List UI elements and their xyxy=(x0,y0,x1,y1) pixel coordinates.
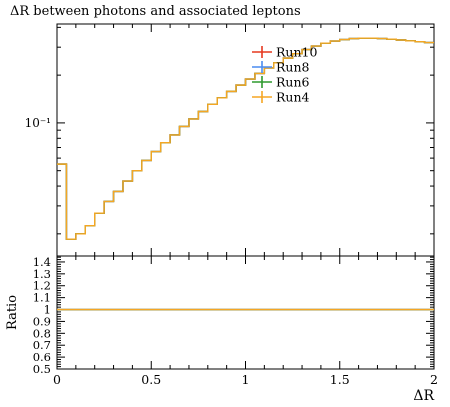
ratio-y-tick-label: 0.6 xyxy=(33,350,51,364)
ratio-y-tick-label: 0.9 xyxy=(33,314,51,328)
x-tick-label: 0 xyxy=(53,372,61,387)
ratio-y-tick-label: 1.3 xyxy=(33,267,51,281)
series-line-run8 xyxy=(57,37,434,240)
x-tick-label: 2 xyxy=(430,372,438,387)
x-tick-label: 1 xyxy=(242,372,250,387)
series-line-run10 xyxy=(57,37,434,240)
ratio-panel: 0.50.60.70.80.911.11.21.31.40 0.5 1 1.5 2 xyxy=(33,255,438,387)
chart-title: ΔR between photons and associated lepton… xyxy=(10,4,301,19)
ratio-plot-frame xyxy=(56,255,435,370)
ratio-y-tick-label: 1.1 xyxy=(33,291,51,305)
series-line-run6 xyxy=(57,37,434,240)
ratio-y-tick-label: 0.5 xyxy=(33,362,51,376)
legend-label: Run10 xyxy=(276,45,317,60)
legend-label: Run6 xyxy=(276,75,310,90)
ratio-y-tick-label: 0.7 xyxy=(33,338,51,352)
ratio-y-tick-label: 1.2 xyxy=(33,279,51,293)
series-line-run4 xyxy=(57,37,434,240)
legend-label: Run8 xyxy=(276,60,310,75)
ratio-y-axis-label: Ratio xyxy=(5,295,20,330)
x-axis-label: ΔR xyxy=(413,388,434,404)
ratio-y-tick-label: 1 xyxy=(44,303,51,317)
ratio-y-tick-label: 0.8 xyxy=(33,326,51,340)
y-tick-label: 10⁻¹ xyxy=(25,116,51,130)
ratio-y-tick-label: 1.4 xyxy=(33,255,51,269)
x-tick-label: 0.5 xyxy=(141,372,161,387)
legend-label: Run4 xyxy=(276,90,310,105)
main-plot-frame xyxy=(56,23,435,257)
x-tick-label: 1.5 xyxy=(330,372,350,387)
